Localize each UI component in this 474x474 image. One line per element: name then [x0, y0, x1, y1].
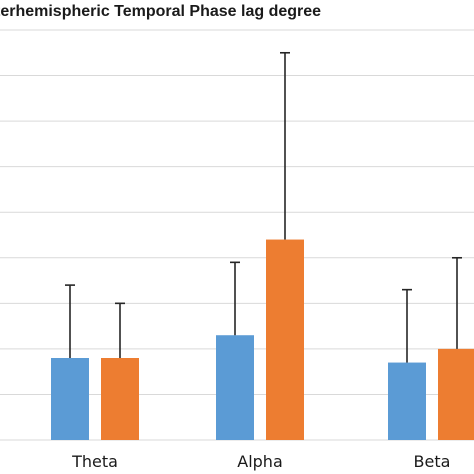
bar	[216, 335, 254, 440]
x-tick-label: Alpha	[237, 452, 283, 471]
bar	[101, 358, 139, 440]
bar	[388, 362, 426, 440]
x-tick-labels: Theta Alpha Beta	[71, 452, 450, 471]
x-tick-label: Beta	[414, 452, 451, 471]
bars	[51, 239, 474, 440]
error-bars	[65, 51, 462, 363]
chart-title: terhemispheric Temporal Phase lag degree	[0, 3, 321, 20]
bar	[266, 239, 304, 440]
bar	[51, 358, 89, 440]
bar	[438, 348, 474, 440]
x-tick-label: Theta	[71, 452, 118, 471]
